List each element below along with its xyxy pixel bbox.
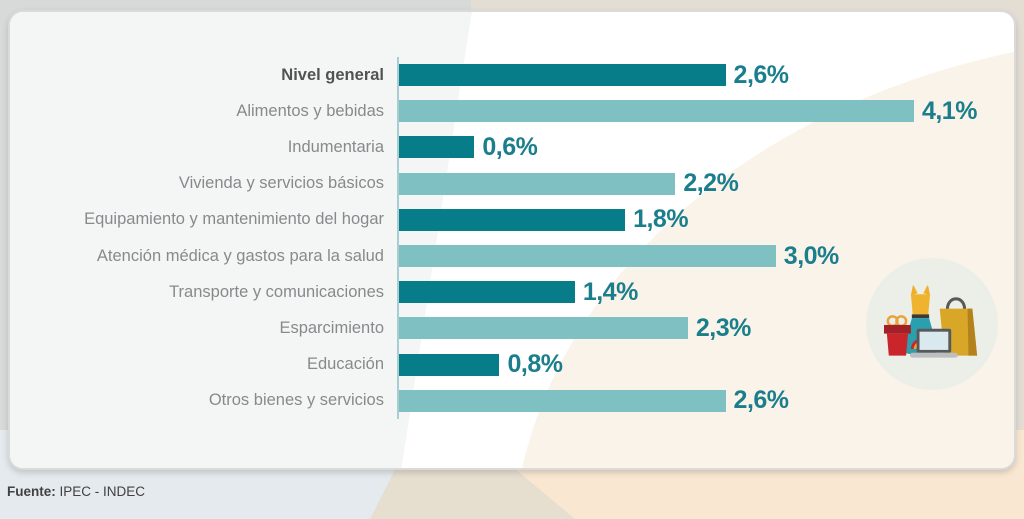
value-label: 3,0% [783,241,839,270]
bar-row: Atención médica y gastos para la salud 3,… [10,237,1014,275]
bar [399,64,726,87]
bar [399,172,676,195]
bar [399,281,575,304]
value-label: 4,1% [921,96,977,125]
category-label: Indumentaria [287,137,384,156]
bar-row: Transporte y comunicaciones 1,4% [10,274,1014,311]
bar-row: Equipamiento y mantenimiento del hogar 1,… [10,201,1014,238]
bar-row: Otros bienes y servicios 2,6% [10,382,1014,419]
value-label: 0,8% [507,350,563,379]
category-label: Vivienda y servicios básicos [178,174,384,193]
bar-row: Educación 0,8% [10,346,1014,383]
value-label: 1,4% [582,277,638,306]
bar-track: 1,4% [397,274,1014,311]
category-label: Alimentos y bebidas [236,101,384,120]
value-label: 2,6% [733,386,789,415]
bar [399,245,776,268]
bar [399,389,726,412]
category-label: Transporte y comunicaciones [169,282,384,301]
category-label: Educación [306,355,384,374]
source-label: Fuente: [7,484,56,499]
category-label: Nivel general [281,65,384,84]
value-label: 1,8% [633,205,689,234]
bar-track: 2,6% [397,57,1014,94]
bar-track: 0,8% [397,346,1014,383]
bar-row: Vivienda y servicios básicos 2,2% [10,165,1014,202]
bar-chart: Nivel general 2,6% Alimentos y bebidas 4,1%… [10,57,1014,419]
value-label: 2,6% [733,60,789,89]
bar-track: 3,0% [397,237,1014,275]
bar-track: 2,3% [397,310,1014,347]
bar-track: 2,6% [397,382,1014,419]
bar-row: Esparcimiento 2,3% [10,310,1014,347]
category-label: Esparcimiento [279,318,384,337]
bar [399,208,626,231]
bar [399,353,500,376]
bar [399,100,914,123]
category-label: Atención médica y gastos para la salud [96,246,384,265]
bar-track: 1,8% [397,201,1014,238]
chart-card: Nivel general 2,6% Alimentos y bebidas 4,1%… [8,10,1016,470]
card-gray-zone [10,12,472,468]
illustration-circle [866,258,998,390]
category-label: Otros bienes y servicios [208,391,384,410]
bar-row: Nivel general 2,6% [10,57,1014,94]
bar-track: 2,2% [397,165,1014,202]
shopping-items-icon [884,285,978,358]
bar-row: Alimentos y bebidas 4,1% [10,93,1014,130]
value-label: 2,3% [695,313,751,342]
value-label: 2,2% [683,169,739,198]
value-label: 0,6% [482,132,538,161]
bar [399,136,475,159]
bar-track: 4,1% [397,93,1014,130]
bar-track: 0,6% [397,129,1014,166]
bar [399,317,688,340]
source-line: Fuente: IPEC - INDEC [7,484,145,499]
bar-row: Indumentaria 0,6% [10,129,1014,166]
category-label: Equipamiento y mantenimiento del hogar [84,210,384,229]
source-text: IPEC - INDEC [55,484,146,499]
